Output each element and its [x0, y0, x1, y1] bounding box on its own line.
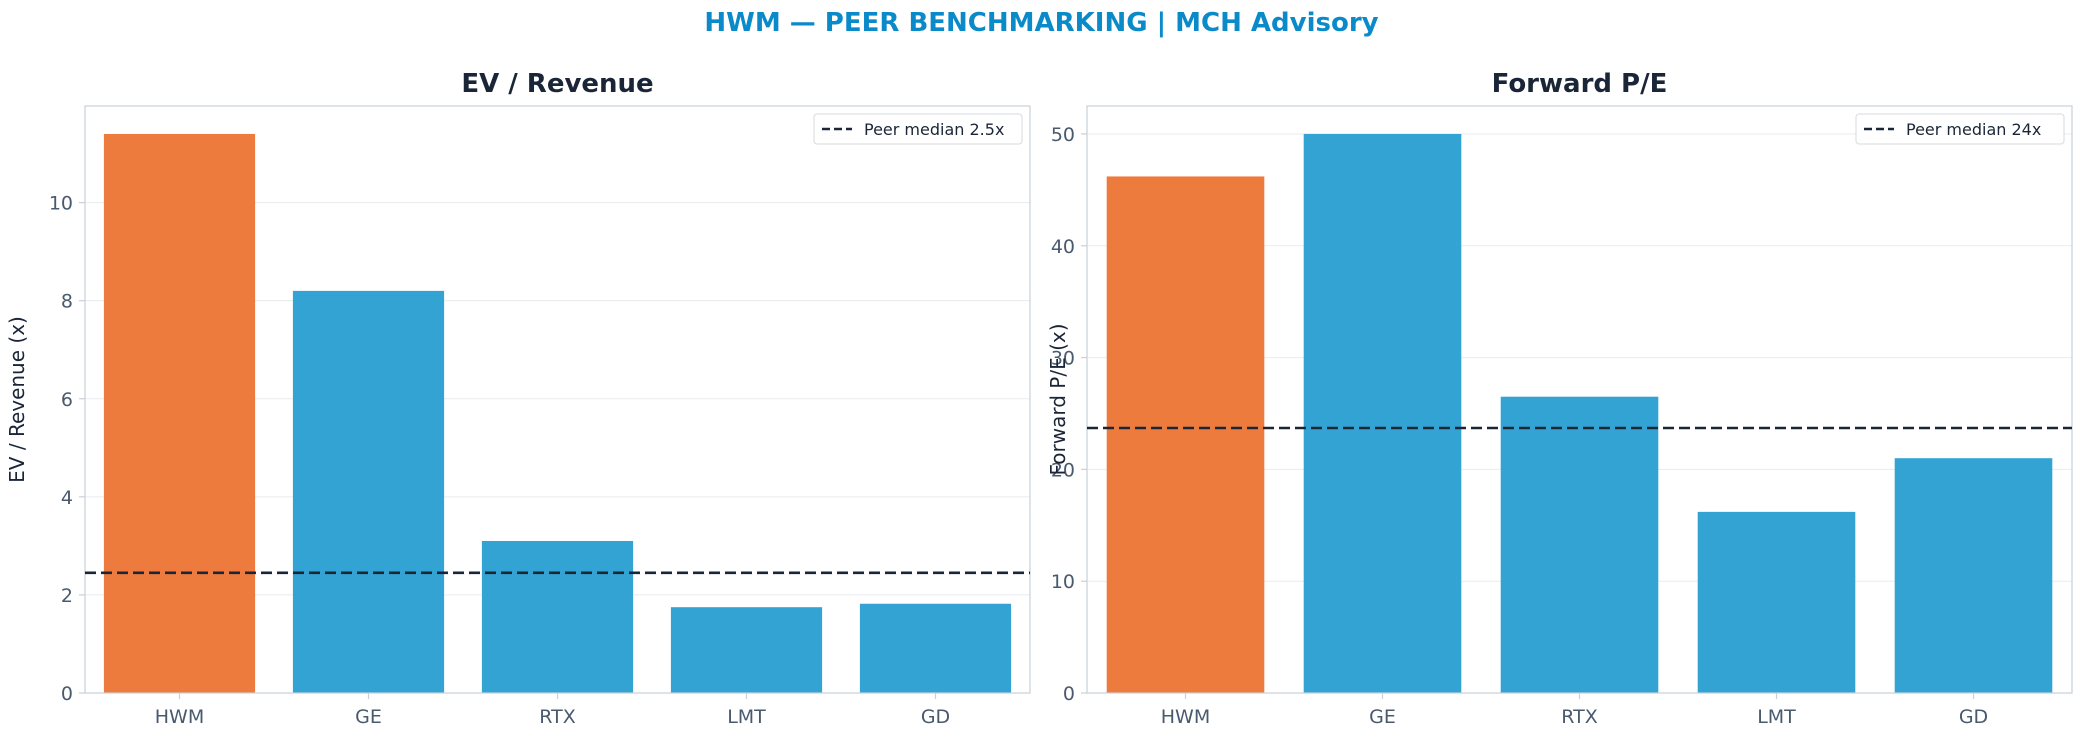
x-tick-label-hwm: HWM [1161, 706, 1210, 728]
legend-box [813, 113, 1023, 145]
y-tick-label: 0 [1063, 683, 1075, 705]
bar-gd [1894, 458, 2053, 693]
bar-rtx [1500, 396, 1659, 693]
x-tick-label-gd: GD [921, 706, 950, 728]
y-tick-label: 10 [1051, 571, 1075, 593]
legend-box [1855, 113, 2065, 145]
x-tick-label-gd: GD [1959, 706, 1988, 728]
bar-hwm [103, 133, 256, 693]
bar-ge [292, 290, 445, 693]
x-tick-label-ge: GE [355, 706, 382, 728]
figure-title: HWM — PEER BENCHMARKING | MCH Advisory [704, 8, 1379, 38]
x-tick-label-rtx: RTX [539, 706, 575, 728]
y-tick-label: 2 [61, 585, 73, 607]
x-tick-label-lmt: LMT [1757, 706, 1796, 728]
legend-label: Peer median 24x [1906, 120, 2041, 139]
bar-gd [859, 603, 1012, 693]
y-axis-label: EV / Revenue (x) [5, 316, 29, 483]
x-tick-label-ge: GE [1369, 706, 1396, 728]
y-axis-label: Forward P/E (x) [1046, 323, 1070, 475]
bar-hwm [1106, 176, 1265, 693]
bar-lmt [670, 607, 823, 693]
y-tick-label: 50 [1051, 124, 1075, 146]
y-tick-label: 0 [61, 683, 73, 705]
x-tick-label-rtx: RTX [1561, 706, 1597, 728]
legend-label: Peer median 2.5x [864, 120, 1004, 139]
chart-title: EV / Revenue [461, 69, 653, 99]
bar-rtx [481, 540, 634, 693]
y-tick-label: 8 [61, 291, 73, 313]
x-tick-label-hwm: HWM [155, 706, 204, 728]
chart-title: Forward P/E [1492, 69, 1668, 99]
y-tick-label: 10 [49, 193, 73, 215]
y-tick-label: 30 [1051, 348, 1075, 370]
bar-ge [1303, 133, 1462, 693]
y-tick-label: 6 [61, 389, 73, 411]
y-tick-label: 4 [61, 487, 73, 509]
y-tick-label: 20 [1051, 459, 1075, 481]
x-tick-label-lmt: LMT [727, 706, 766, 728]
bar-lmt [1697, 511, 1856, 693]
y-tick-label: 40 [1051, 236, 1075, 258]
